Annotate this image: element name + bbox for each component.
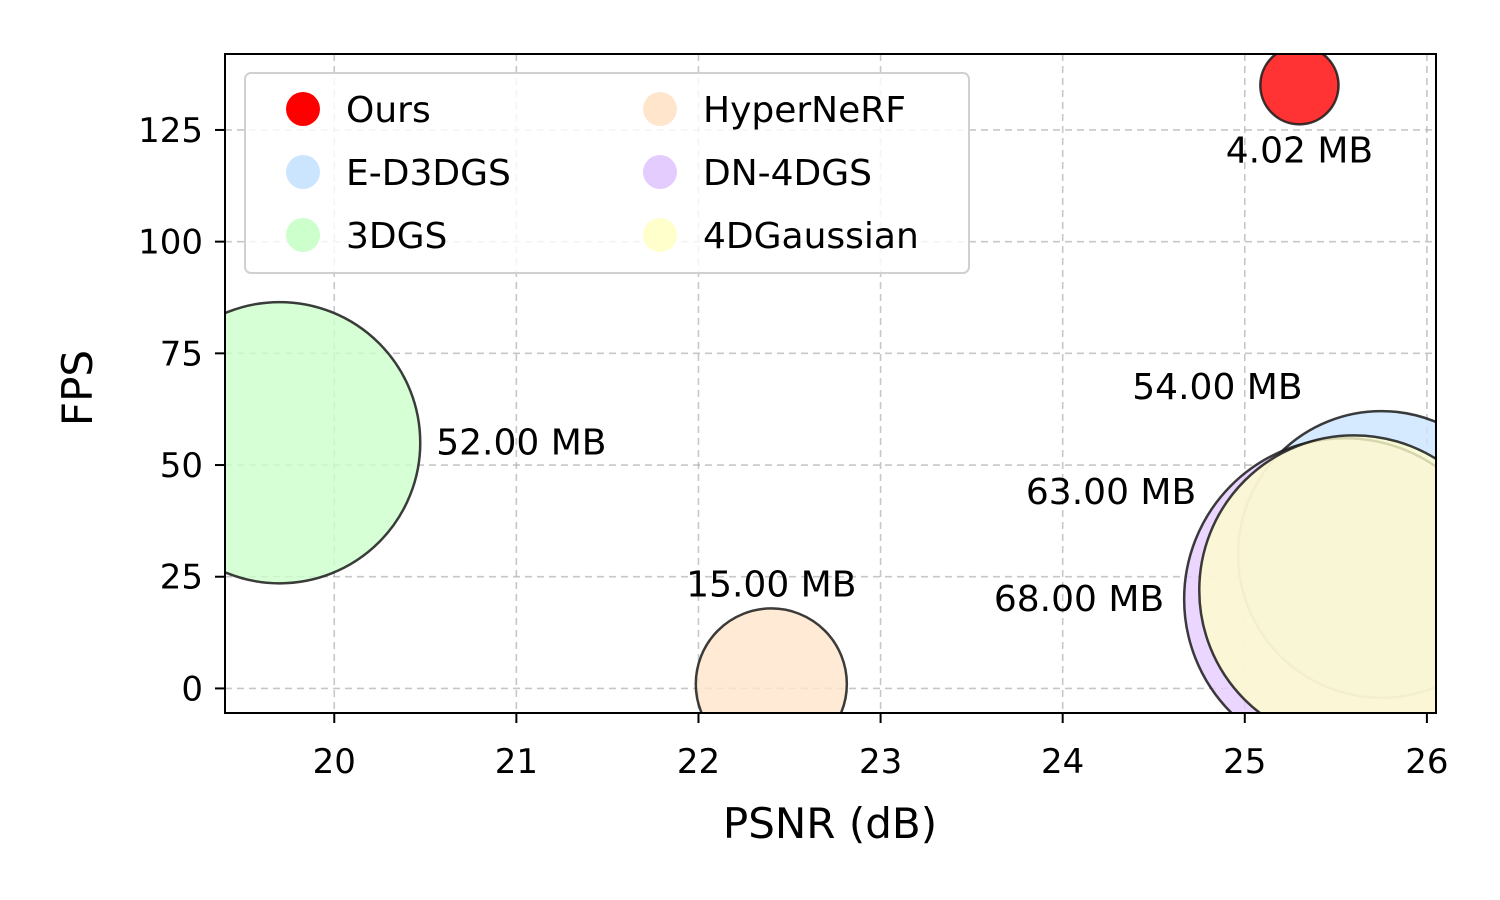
- legend-marker: [643, 218, 677, 252]
- x-tick-label: 24: [1041, 742, 1084, 782]
- y-tick-label: 25: [160, 558, 203, 598]
- legend-label: E-D3DGS: [346, 153, 511, 194]
- bubble-4dgaussian: [1198, 434, 1436, 713]
- bubble-labels: 4.02 MB 54.00 MB 52.00 MB 15.00 MB 68.00 MB 6…: [436, 130, 1373, 620]
- legend-label: 3DGS: [346, 216, 447, 257]
- size-label: 52.00 MB: [436, 423, 606, 464]
- legend-label: DN-4DGS: [703, 153, 872, 194]
- size-label: 63.00 MB: [1026, 472, 1196, 513]
- legend-marker: [286, 92, 320, 126]
- bubbles: [225, 54, 1436, 713]
- legend-marker: [643, 155, 677, 189]
- x-tick-label: 25: [1223, 742, 1266, 782]
- axis-ticks: 20 21 22 23 24 25 26 0 25 50 75 100 125: [138, 111, 1448, 782]
- bubble-hypernerf: [694, 607, 849, 713]
- size-label: 54.00 MB: [1132, 367, 1302, 408]
- size-label: 68.00 MB: [994, 579, 1164, 620]
- size-label: 15.00 MB: [686, 564, 856, 605]
- y-axis-label: FPS: [53, 350, 102, 426]
- y-tick-label: 50: [160, 446, 203, 486]
- legend-marker: [643, 92, 677, 126]
- legend-label: Ours: [346, 90, 431, 131]
- plot-frame: [224, 53, 1437, 714]
- size-label: 4.02 MB: [1226, 130, 1373, 171]
- legend-marker: [286, 155, 320, 189]
- legend-marker: [286, 218, 320, 252]
- x-tick-label: 22: [677, 742, 720, 782]
- y-tick-label: 0: [181, 669, 203, 709]
- legend: Ours E-D3DGS 3DGS HyperNeRF DN-4DGS 4DGaussia…: [244, 72, 970, 274]
- y-tick-label: 125: [138, 111, 203, 151]
- y-tick-label: 75: [160, 334, 203, 374]
- x-tick-label: 26: [1405, 742, 1448, 782]
- legend-box: [244, 72, 970, 274]
- legend-label: HyperNeRF: [703, 90, 906, 131]
- x-tick-label: 20: [313, 742, 356, 782]
- y-tick-label: 100: [138, 223, 203, 263]
- x-tick-label: 23: [859, 742, 902, 782]
- x-tick-label: 21: [495, 742, 538, 782]
- x-axis-label: PSNR (dB): [723, 799, 937, 848]
- legend-label: 4DGaussian: [703, 216, 919, 257]
- bubble-3dgs: [225, 300, 422, 585]
- bubble-ours: [1259, 54, 1340, 126]
